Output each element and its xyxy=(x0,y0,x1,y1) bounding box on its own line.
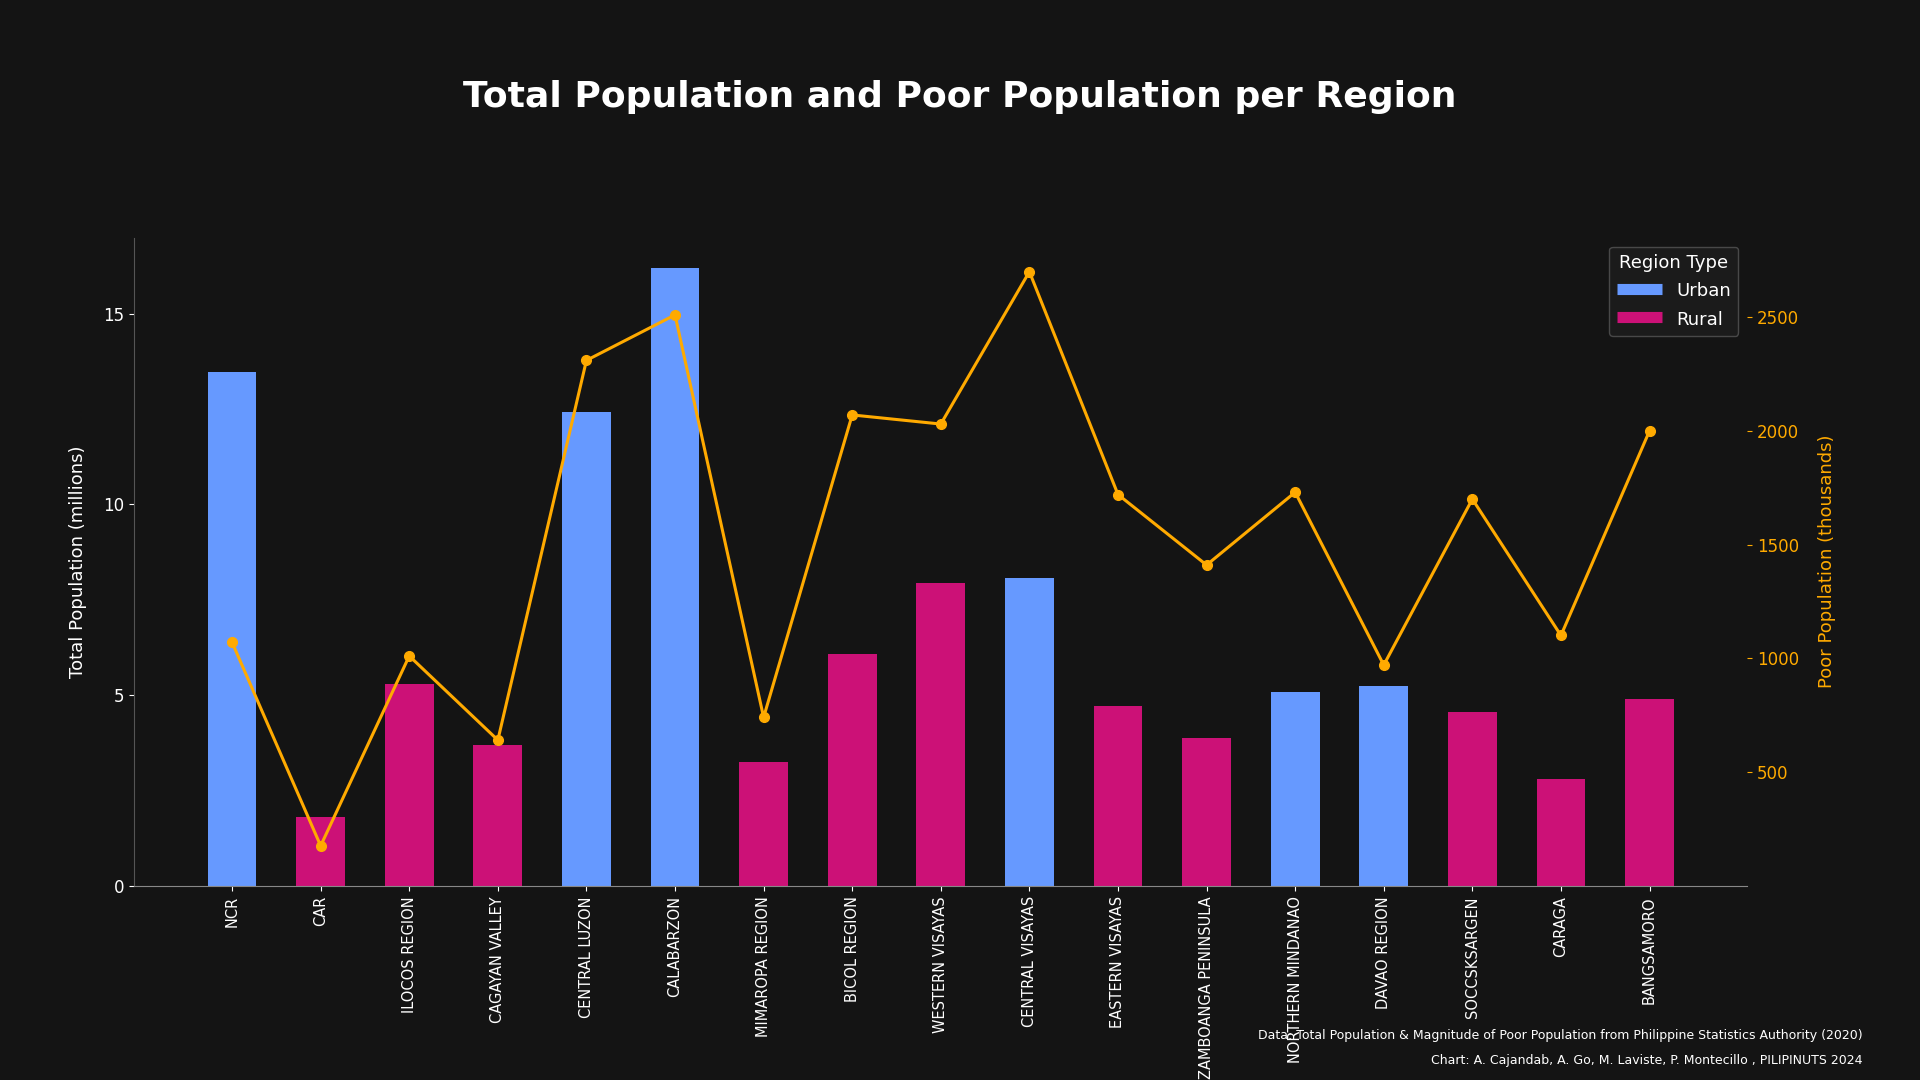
Bar xyxy=(1359,686,1407,886)
Bar xyxy=(1536,779,1586,886)
Bar xyxy=(1624,699,1674,886)
Bar xyxy=(916,582,966,886)
Bar xyxy=(1448,712,1498,886)
Bar xyxy=(651,268,699,886)
Bar xyxy=(1094,706,1142,886)
Bar xyxy=(1183,738,1231,886)
Bar xyxy=(384,684,434,886)
Bar xyxy=(828,653,877,886)
Text: Total Population and Poor Population per Region: Total Population and Poor Population per… xyxy=(463,80,1457,114)
Bar xyxy=(739,762,787,886)
Bar xyxy=(563,413,611,886)
Text: Chart: A. Cajandab, A. Go, M. Laviste, P. Montecillo , PILIPINUTS 2024: Chart: A. Cajandab, A. Go, M. Laviste, P… xyxy=(1430,1054,1862,1067)
Bar xyxy=(207,372,257,886)
Bar xyxy=(474,745,522,886)
Y-axis label: Poor Population (thousands): Poor Population (thousands) xyxy=(1818,435,1837,688)
Y-axis label: Total Population (millions): Total Population (millions) xyxy=(69,445,86,678)
Bar xyxy=(1004,578,1054,886)
Bar xyxy=(296,816,346,886)
Legend: Urban, Rural: Urban, Rural xyxy=(1609,246,1738,336)
Bar xyxy=(1271,692,1319,886)
Text: Data: Total Population & Magnitude of Poor Population from Philippine Statistics: Data: Total Population & Magnitude of Po… xyxy=(1258,1029,1862,1042)
